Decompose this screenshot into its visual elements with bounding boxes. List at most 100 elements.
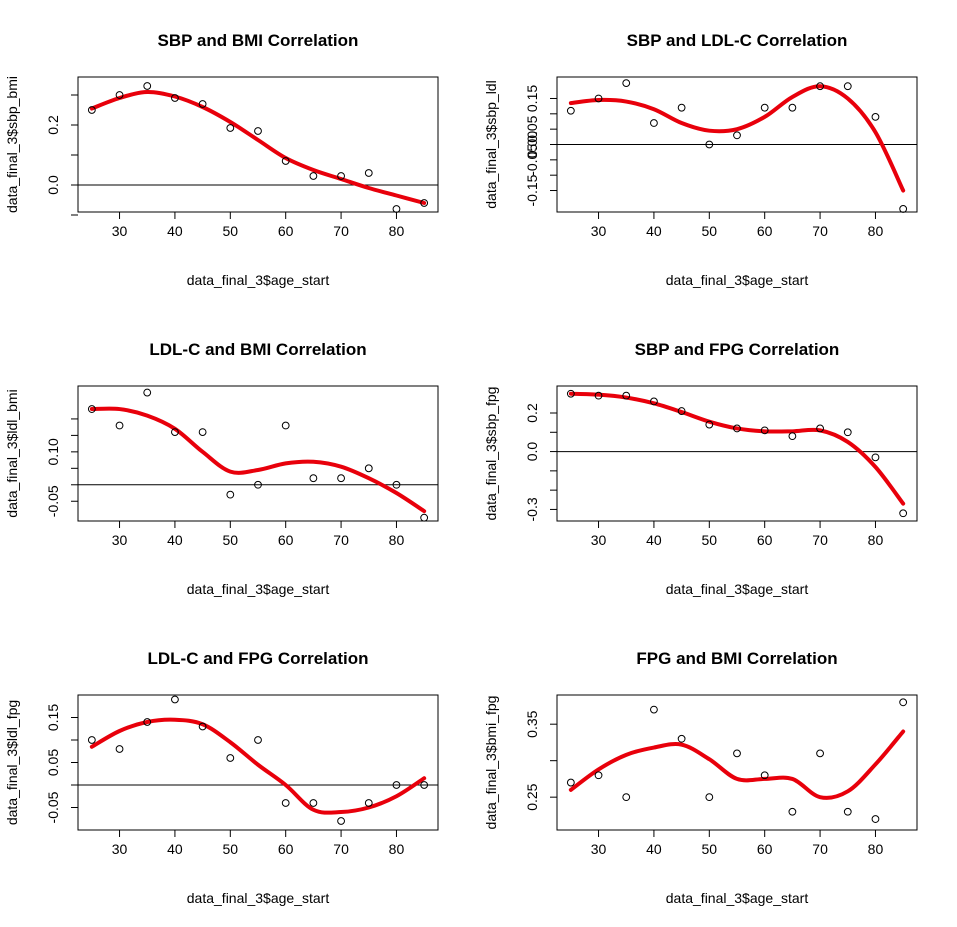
y-tick-label: 0.2	[524, 403, 540, 423]
x-axis-label: data_final_3$age_start	[187, 272, 330, 288]
data-point	[622, 79, 631, 88]
x-tick-label: 40	[167, 223, 183, 239]
data-point	[364, 169, 373, 177]
data-point	[143, 82, 152, 90]
data-point	[650, 119, 658, 127]
data-point	[420, 781, 429, 789]
y-tick-label: 0.25	[524, 783, 540, 810]
data-point	[788, 103, 797, 112]
data-point	[843, 807, 852, 816]
y-axis-label: data_final_3$ldl_bmi	[4, 389, 20, 517]
y-tick-label: 0.10	[45, 438, 61, 465]
data-point	[171, 94, 179, 102]
x-tick-label: 40	[167, 841, 183, 857]
data-point	[420, 199, 429, 207]
x-tick-label: 30	[591, 223, 607, 239]
data-point	[871, 112, 880, 121]
y-tick-label: 0.05	[524, 115, 540, 142]
y-axis-label: data_final_3$sbp_ldl	[483, 80, 499, 208]
data-point	[143, 718, 152, 726]
chart-panel-5: LDL-C and FPG Correlation 30 40 50 60 70 80 dat…	[4, 649, 439, 906]
chart-title: FPG and BMI Correlation	[636, 649, 837, 668]
x-tick-label: 40	[646, 532, 662, 548]
x-tick-label: 50	[223, 841, 239, 857]
data-point	[115, 421, 124, 430]
data-point	[115, 91, 124, 99]
y-tick-label: 0.0	[524, 442, 540, 462]
data-point	[705, 140, 714, 149]
x-tick-label: 30	[112, 223, 128, 239]
data-point	[254, 736, 262, 744]
x-tick-label: 60	[757, 841, 773, 857]
data-point	[899, 205, 908, 213]
data-point	[816, 749, 824, 758]
x-tick-label: 60	[278, 223, 294, 239]
y-tick-label: -0.05	[524, 144, 540, 176]
data-point	[566, 389, 575, 398]
x-tick-label: 80	[868, 532, 884, 548]
x-axis-label: data_final_3$age_start	[666, 890, 809, 906]
data-point	[843, 428, 852, 437]
data-point	[677, 734, 686, 743]
data-point	[254, 127, 262, 135]
smooth-trend-line	[568, 84, 906, 193]
y-tick-label: -0.05	[45, 485, 61, 517]
plot-frame	[77, 76, 439, 213]
x-tick-label: 50	[223, 532, 239, 548]
data-point	[171, 695, 179, 704]
data-point	[226, 754, 235, 762]
data-point	[594, 94, 603, 103]
x-tick-label: 70	[812, 223, 828, 239]
plot-frame	[556, 694, 918, 831]
data-point	[733, 131, 741, 140]
data-point	[650, 705, 658, 714]
data-point	[364, 464, 373, 473]
smooth-trend-line	[568, 729, 906, 800]
data-point	[198, 428, 207, 436]
data-point	[760, 426, 769, 435]
x-tick-label: 40	[167, 532, 183, 548]
data-point	[816, 424, 824, 433]
data-point	[871, 453, 880, 462]
x-axis-label: data_final_3$age_start	[666, 581, 809, 597]
y-axis-label: data_final_3$bmi_fpg	[483, 696, 499, 830]
data-point	[566, 778, 575, 787]
data-point	[226, 124, 235, 132]
x-tick-label: 30	[591, 532, 607, 548]
x-tick-label: 30	[112, 841, 128, 857]
x-tick-label: 80	[389, 223, 405, 239]
chart-panel-4: SBP and FPG Correlation 30 40 50 60 70 80 data_…	[483, 340, 918, 597]
data-point	[115, 745, 124, 753]
data-point	[337, 172, 345, 180]
x-axis-label: data_final_3$age_start	[666, 272, 809, 288]
data-point	[87, 106, 96, 114]
x-tick-label: 80	[389, 532, 405, 548]
y-tick-label: 0.35	[524, 710, 540, 737]
x-tick-label: 60	[757, 532, 773, 548]
data-point	[309, 799, 318, 807]
data-point	[309, 474, 318, 483]
chart-title: LDL-C and BMI Correlation	[149, 340, 366, 359]
data-point	[788, 807, 797, 816]
chart-panel-3: LDL-C and BMI Correlation 30 40 50 60 70 80 dat…	[4, 340, 439, 597]
x-tick-label: 70	[333, 841, 349, 857]
data-point	[281, 799, 290, 807]
x-tick-label: 60	[278, 532, 294, 548]
chart-title: SBP and BMI Correlation	[158, 31, 359, 50]
y-tick-label: 0.0	[45, 175, 61, 195]
data-point	[677, 103, 686, 112]
y-tick-label: -0.15	[524, 174, 540, 206]
data-point	[677, 407, 686, 415]
x-tick-label: 30	[112, 532, 128, 548]
data-point	[899, 698, 908, 707]
data-point	[733, 424, 741, 433]
chart-title: LDL-C and FPG Correlation	[148, 649, 369, 668]
data-point	[198, 722, 207, 731]
x-tick-label: 40	[646, 841, 662, 857]
data-point	[87, 405, 96, 413]
x-tick-label: 70	[812, 841, 828, 857]
data-point	[337, 817, 345, 825]
y-tick-label: 0.2	[45, 115, 61, 135]
data-point	[566, 106, 575, 115]
